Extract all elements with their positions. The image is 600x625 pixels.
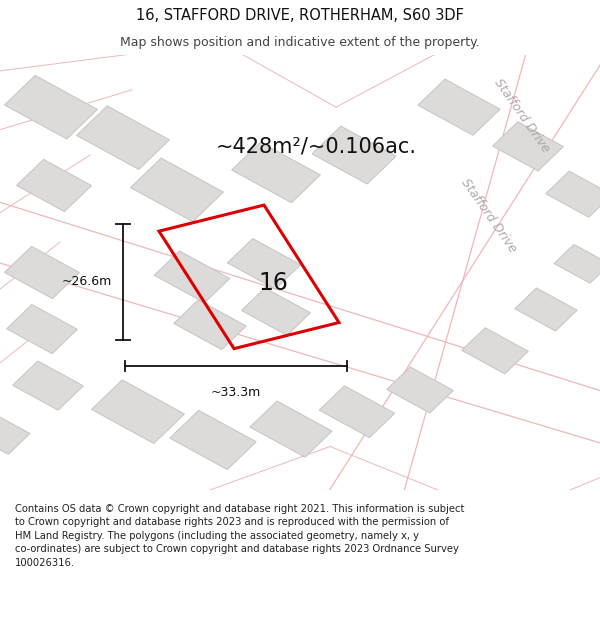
- Polygon shape: [0, 199, 600, 446]
- Polygon shape: [131, 158, 223, 222]
- Text: 16: 16: [258, 271, 288, 296]
- Polygon shape: [242, 288, 310, 336]
- Polygon shape: [13, 361, 83, 410]
- Polygon shape: [493, 122, 563, 171]
- Polygon shape: [554, 244, 600, 283]
- Polygon shape: [92, 380, 184, 444]
- Polygon shape: [387, 367, 453, 413]
- Text: ~428m²/~0.106ac.: ~428m²/~0.106ac.: [216, 136, 417, 156]
- Polygon shape: [232, 142, 320, 202]
- Text: ~26.6m: ~26.6m: [62, 276, 112, 288]
- Polygon shape: [77, 106, 169, 169]
- Polygon shape: [170, 411, 256, 469]
- Polygon shape: [154, 251, 230, 302]
- Polygon shape: [319, 386, 395, 438]
- Polygon shape: [0, 412, 30, 454]
- Polygon shape: [7, 304, 77, 354]
- Polygon shape: [324, 46, 600, 499]
- Polygon shape: [515, 288, 577, 331]
- Polygon shape: [250, 401, 332, 457]
- Polygon shape: [312, 126, 396, 184]
- Polygon shape: [5, 76, 97, 139]
- Polygon shape: [546, 171, 600, 217]
- Text: 16, STAFFORD DRIVE, ROTHERHAM, S60 3DF: 16, STAFFORD DRIVE, ROTHERHAM, S60 3DF: [136, 8, 464, 23]
- Polygon shape: [462, 328, 528, 374]
- Polygon shape: [174, 300, 246, 349]
- Polygon shape: [418, 79, 500, 135]
- Text: Stafford Drive: Stafford Drive: [491, 76, 553, 156]
- Text: Map shows position and indicative extent of the property.: Map shows position and indicative extent…: [120, 36, 480, 49]
- Text: ~33.3m: ~33.3m: [211, 386, 261, 399]
- Polygon shape: [227, 239, 301, 289]
- Polygon shape: [5, 246, 79, 299]
- Text: Contains OS data © Crown copyright and database right 2021. This information is : Contains OS data © Crown copyright and d…: [15, 504, 464, 568]
- Text: Stafford Drive: Stafford Drive: [458, 176, 520, 256]
- Polygon shape: [17, 159, 91, 212]
